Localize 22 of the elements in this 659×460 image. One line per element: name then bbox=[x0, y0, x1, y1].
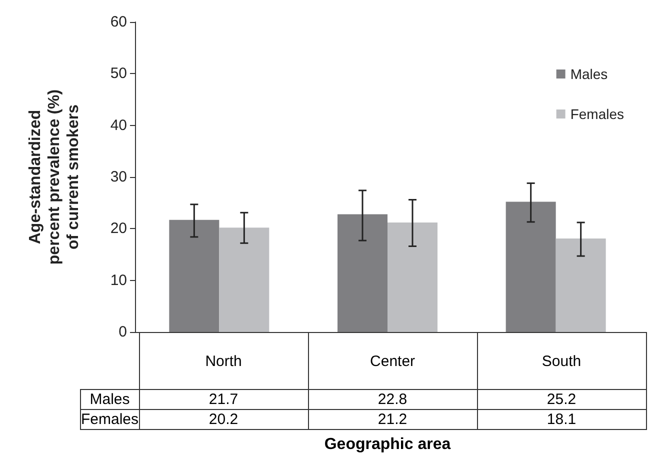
y-tick-label: 30 bbox=[110, 168, 127, 186]
legend-label: Males bbox=[570, 66, 608, 82]
x-tick-label: North bbox=[139, 332, 308, 390]
data-label: 21.2 bbox=[308, 410, 478, 430]
y-tick-label: 20 bbox=[110, 220, 127, 238]
x-tick-label: South bbox=[477, 332, 646, 390]
x-tick-label: Center bbox=[308, 332, 478, 390]
data-label: 22.8 bbox=[308, 390, 478, 410]
y-tick-label: 50 bbox=[110, 65, 127, 82]
y-axis-title: Age-standardized percent prevalence (%) of current smokers bbox=[27, 89, 82, 265]
data-label: 20.2 bbox=[139, 410, 308, 430]
text: Females bbox=[81, 411, 139, 428]
text: Males bbox=[90, 391, 130, 408]
y-tick-label: 10 bbox=[110, 272, 127, 289]
data-label: 21.7 bbox=[139, 390, 308, 410]
legend-label: Females bbox=[570, 106, 624, 122]
data-label: 18.1 bbox=[477, 410, 646, 430]
x-axis-title: Geographic area bbox=[323, 436, 452, 454]
y-tick-label: 40 bbox=[110, 116, 127, 134]
data-label: 25.2 bbox=[477, 390, 646, 410]
y-tick-label: 0 bbox=[118, 324, 127, 340]
y-tick-label: 60 bbox=[110, 14, 127, 30]
